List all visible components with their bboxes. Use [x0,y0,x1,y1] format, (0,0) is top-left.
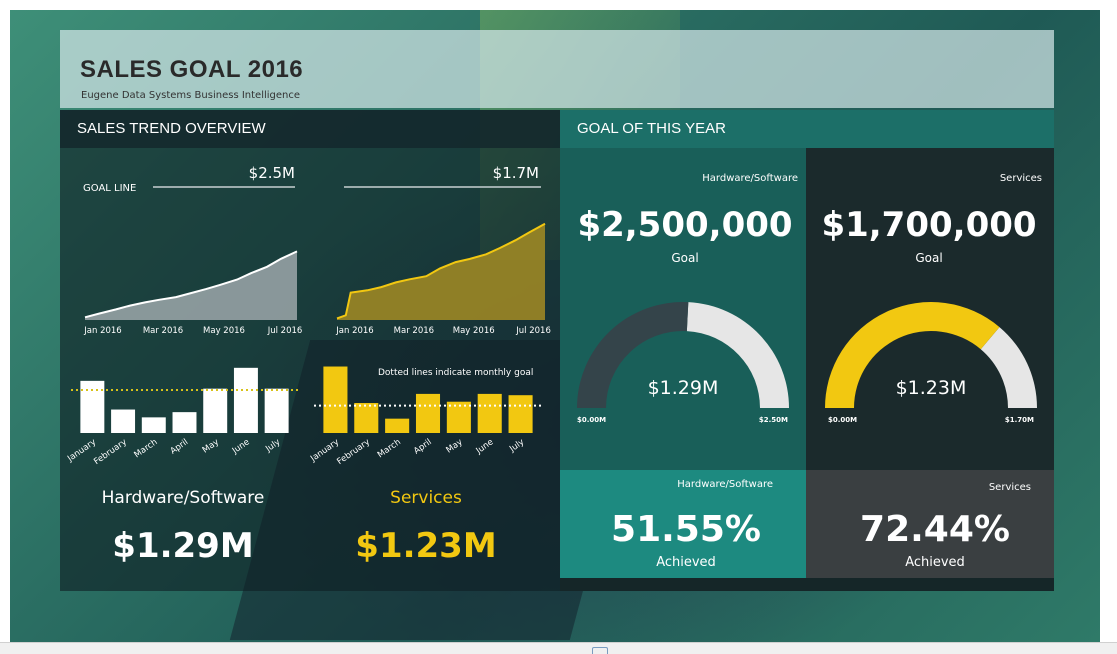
page-icon[interactable] [592,647,608,654]
hw-goal-value-label: $2.5M [249,164,295,182]
hw-gauge-value: $1.29M [648,377,719,399]
bar[interactable] [111,409,136,433]
bar[interactable] [477,393,502,433]
x-tick-label: Mar 2016 [394,326,434,336]
sv-achieved-card[interactable] [806,470,1054,578]
sv-goal-caption: Goal [915,251,942,265]
report-header: SALES GOAL 2016 Eugene Data Systems Busi… [60,30,1054,108]
bar-category-label: March [133,437,160,460]
bar-category-label: July [263,437,282,455]
gauge-fill [577,302,689,408]
sv-achieved-label: Services [989,482,1031,493]
sv-gauge-value: $1.23M [896,377,967,399]
hw-gauge-max: $2.50M [759,416,788,424]
goal-heading: GOAL OF THIS YEAR [577,120,726,137]
bar[interactable] [354,403,379,433]
panel-bottom-strip [560,578,1054,591]
bar[interactable] [172,412,197,433]
gauge-fill [825,301,1000,408]
hw-goal-gauge[interactable] [577,302,789,408]
gauge-track [686,302,789,408]
sv-goal-amount: $1,700,000 [821,205,1036,245]
bar-category-label: February [335,437,372,467]
hw-total-label: Hardware/Software [102,488,265,508]
gauge-track [980,327,1037,408]
hw-achieved-card[interactable] [560,470,806,578]
goal-header: GOAL OF THIS YEAR [560,110,1054,148]
sv-gauge-max: $1.70M [1005,416,1034,424]
hw-goal-amount: $2,500,000 [577,205,792,245]
bar-category-label: May [201,437,221,455]
x-tick-label: May 2016 [203,326,245,336]
hw-achieved-label: Hardware/Software [677,479,773,490]
sv-goal-card-label: Services [1000,173,1042,184]
bar-category-label: June [474,437,496,456]
hw-total-value: $1.29M [112,526,253,566]
area-line [84,250,298,319]
bar-category-label: July [507,437,526,455]
goal-line-label: GOAL LINE [83,183,136,194]
sv-total-value: $1.23M [355,526,496,566]
hw-trend-chart[interactable]: Jan 2016 Mar 2016 May 2016 Jul 2016 [83,250,303,336]
area-fill [337,223,545,320]
sv-achieved-caption: Achieved [905,555,965,570]
bar[interactable] [233,367,258,433]
area-fill [85,251,297,320]
sales-trend-heading: SALES TREND OVERVIEW [77,120,266,137]
bar[interactable] [80,380,105,433]
sales-trend-panel [60,110,560,591]
bar[interactable] [508,395,533,433]
sv-achieved-pct: 72.44% [860,509,1010,550]
bar-category-label: February [92,437,129,467]
sales-trend-header: SALES TREND OVERVIEW [60,110,560,148]
dotted-lines-note: Dotted lines indicate monthly goal [378,368,533,378]
page-subtitle: Eugene Data Systems Business Intelligenc… [81,90,301,101]
area-line [336,222,546,320]
x-tick-label: Jul 2016 [267,326,303,336]
sv-gauge-min: $0.00M [828,416,857,424]
x-tick-label: May 2016 [453,326,495,336]
bar-category-label: June [230,437,252,456]
sv-trend-chart[interactable]: Jan 2016 Mar 2016 May 2016 Jul 2016 [335,222,551,336]
hw-goal-card-label: Hardware/Software [702,173,798,184]
page-title: SALES GOAL 2016 [80,56,304,83]
bar[interactable] [415,393,441,433]
hw-achieved-caption: Achieved [656,555,716,570]
bar[interactable] [141,417,166,433]
x-tick-label: Jan 2016 [335,326,373,336]
bar[interactable] [385,418,410,433]
sv-goal-value-label: $1.7M [493,164,539,182]
status-bar [0,642,1117,654]
hw-goal-caption: Goal [671,251,698,265]
x-tick-label: Mar 2016 [143,326,183,336]
bar-category-label: March [376,437,403,460]
bar[interactable] [203,388,228,433]
bar[interactable] [323,366,348,433]
sv-total-label: Services [390,488,462,508]
x-tick-label: Jul 2016 [515,326,551,336]
bar[interactable] [446,401,471,433]
sv-goal-gauge[interactable] [825,301,1037,408]
bar-category-label: April [412,437,434,456]
x-tick-label: Jan 2016 [83,326,121,336]
bar[interactable] [264,388,289,433]
bar-category-label: April [169,437,191,456]
hw-gauge-min: $0.00M [577,416,606,424]
hw-achieved-pct: 51.55% [611,509,761,550]
bar-category-label: May [444,437,464,455]
